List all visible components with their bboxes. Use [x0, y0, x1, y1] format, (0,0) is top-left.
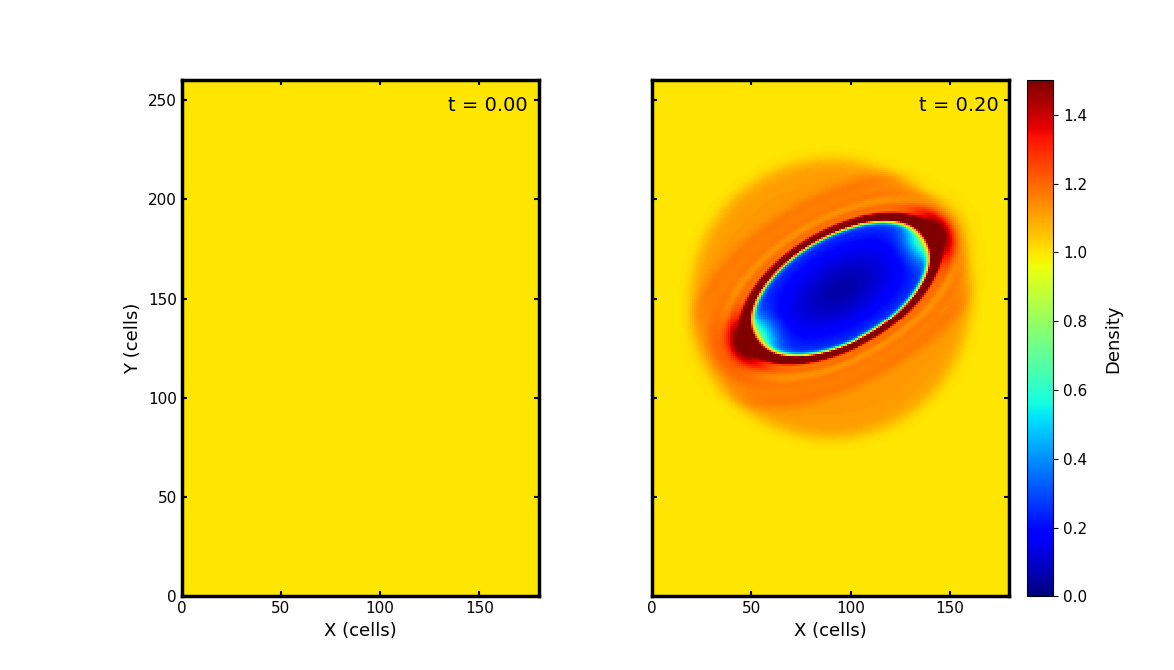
Text: t = 0.20: t = 0.20: [919, 96, 999, 115]
Y-axis label: Y (cells): Y (cells): [124, 303, 142, 374]
Y-axis label: Density: Density: [1104, 304, 1122, 373]
Text: t = 0.00: t = 0.00: [448, 96, 528, 115]
X-axis label: X (cells): X (cells): [324, 622, 397, 640]
X-axis label: X (cells): X (cells): [795, 622, 868, 640]
